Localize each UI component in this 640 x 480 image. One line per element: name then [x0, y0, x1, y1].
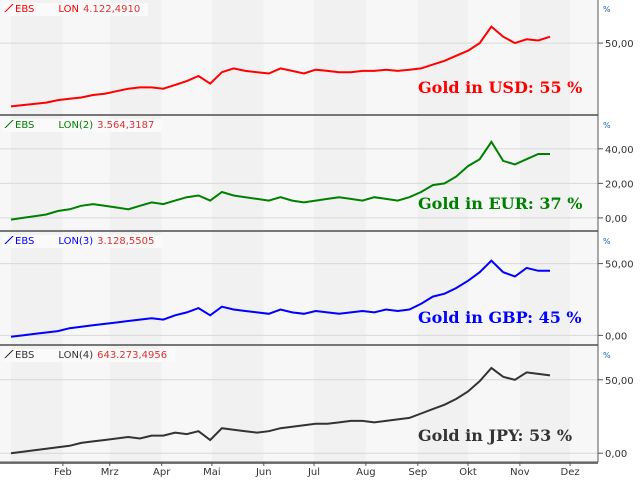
month-band: [417, 346, 469, 462]
legend-source: EBS: [15, 4, 35, 15]
legend-value: 3.128,5505: [97, 236, 155, 247]
month-band: [313, 116, 366, 230]
y-tick-label: 0,00: [605, 331, 627, 342]
y-tick-label: 0,00: [605, 449, 627, 460]
month-band: [365, 116, 418, 230]
month-band: [263, 232, 314, 344]
legend-instrument: LON(4): [58, 350, 94, 361]
legend-value: 3.564,3187: [97, 120, 155, 131]
y-unit-label: %: [603, 121, 611, 130]
y-tick-label: 50,00: [605, 376, 634, 387]
x-tick-label: Mrz: [101, 467, 119, 478]
month-band: [365, 346, 418, 462]
legend-instrument: LON: [58, 4, 79, 15]
month-band: [365, 232, 418, 344]
y-unit-label: %: [603, 351, 611, 360]
legend-value: 4.122,4910: [82, 4, 141, 15]
legend: EBS LON(4) 643.273,4956: [2, 349, 176, 362]
month-band: [313, 232, 366, 344]
legend: EBS LON(2) 3.564,3187: [2, 119, 163, 132]
series-line: [10, 366, 551, 455]
annotation: Gold in JPY: 53 %: [418, 426, 573, 445]
month-band: [468, 116, 520, 230]
line-icon: [4, 350, 14, 358]
series-line: [10, 259, 550, 338]
legend: EBS LON 4.122,4910: [2, 3, 149, 16]
month-band: [62, 346, 110, 462]
month-band: [468, 232, 520, 344]
month-band: [365, 0, 418, 114]
month-band: [161, 346, 212, 462]
x-tick-label: Jun: [255, 467, 272, 478]
line-icon: [4, 120, 14, 128]
annotation: Gold in GBP: 45 %: [418, 308, 582, 327]
x-tick-label: Jul: [307, 467, 320, 478]
legend-instrument: LON(2): [58, 120, 94, 131]
month-band: [263, 116, 314, 230]
month-band: [11, 232, 63, 344]
month-band: [211, 0, 264, 114]
y-unit-label: %: [603, 5, 611, 14]
month-band: [468, 346, 520, 462]
month-band: [11, 116, 63, 230]
y-axis-area: [598, 0, 640, 480]
series-line: [10, 25, 551, 108]
y-tick-label: 0,00: [605, 214, 627, 225]
month-band: [109, 116, 162, 230]
month-band: [519, 346, 571, 462]
month-band: [468, 0, 520, 114]
month-band: [62, 116, 110, 230]
month-band: [0, 346, 11, 462]
x-tick-label: Aug: [356, 467, 376, 478]
y-tick-label: 40,00: [605, 145, 634, 156]
month-band: [11, 346, 63, 462]
annotation: Gold in USD: 55 %: [418, 78, 583, 97]
x-tick-label: Sep: [408, 467, 427, 478]
month-band: [161, 0, 212, 114]
month-band: [263, 0, 314, 114]
legend-source: EBS: [15, 350, 35, 361]
month-band: [109, 232, 162, 344]
month-band: [0, 0, 11, 114]
month-band: [417, 0, 469, 114]
month-band: [519, 232, 571, 344]
legend-source: EBS: [15, 236, 35, 247]
month-band: [313, 346, 366, 462]
x-tick-label: Okt: [459, 467, 477, 478]
annotation: Gold in EUR: 37 %: [418, 194, 583, 213]
y-unit-label: %: [603, 237, 611, 246]
x-tick-label: Nov: [510, 467, 530, 478]
legend-source: EBS: [15, 120, 35, 131]
month-band: [0, 232, 11, 344]
x-tick-label: Apr: [153, 467, 171, 478]
month-band: [519, 0, 571, 114]
y-tick-label: 50,00: [605, 260, 634, 271]
y-tick-label: 50,00: [605, 39, 634, 50]
series-line: [10, 140, 550, 221]
month-band: [211, 346, 264, 462]
x-tick-label: Dez: [561, 467, 580, 478]
legend-value: 643.273,4956: [97, 350, 168, 361]
x-tick-label: Feb: [54, 467, 72, 478]
month-band: [0, 116, 11, 230]
month-band: [109, 0, 162, 114]
month-band: [519, 116, 571, 230]
month-band: [11, 0, 63, 114]
x-tick-label: Mai: [203, 467, 221, 478]
y-tick-label: 20,00: [605, 179, 634, 190]
month-band: [211, 116, 264, 230]
month-band: [417, 232, 469, 344]
legend-instrument: LON(3): [58, 236, 94, 247]
month-band: [211, 232, 264, 344]
month-band: [161, 116, 212, 230]
legend: EBS LON(3) 3.128,5505: [2, 235, 163, 248]
month-band: [313, 0, 366, 114]
month-band: [109, 346, 162, 462]
line-icon: [4, 236, 14, 244]
month-band: [263, 346, 314, 462]
month-band: [161, 232, 212, 344]
line-icon: [4, 4, 14, 12]
